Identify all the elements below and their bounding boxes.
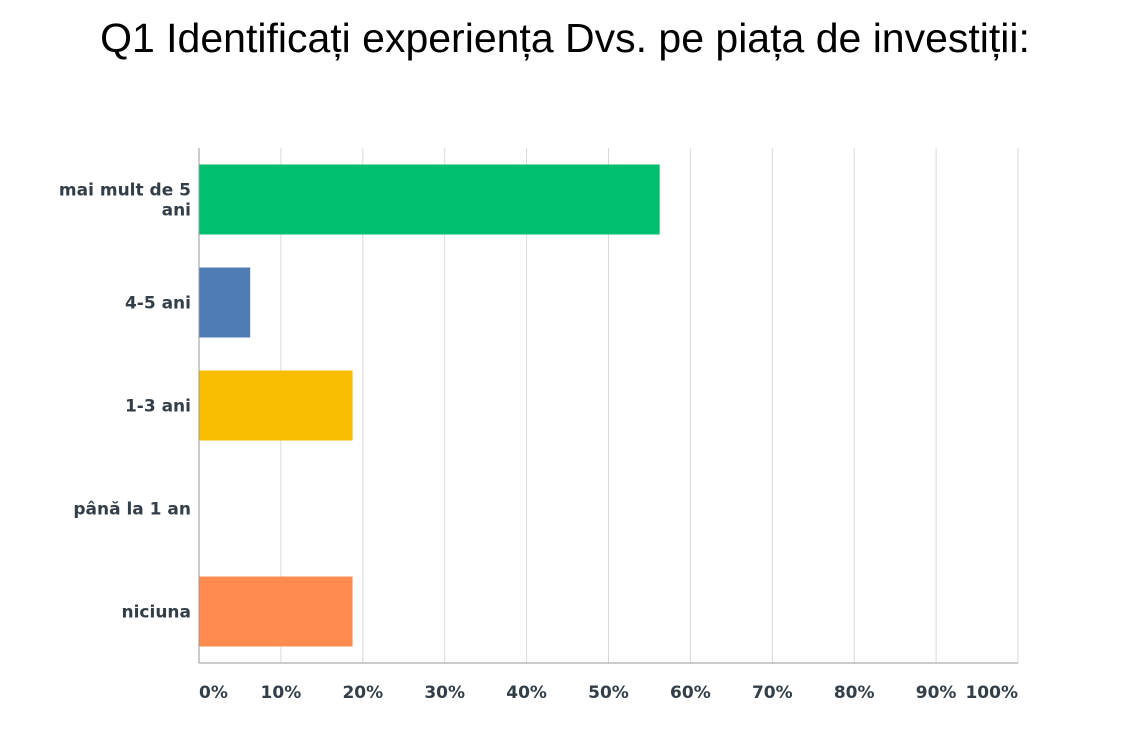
x-tick-label: 100% [965, 683, 1018, 703]
bar [199, 370, 353, 441]
x-tick-label: 10% [261, 683, 302, 703]
category-label: 4-5 ani [125, 294, 191, 314]
category-label-line: până la 1 an [73, 500, 191, 520]
x-tick-label: 80% [834, 683, 875, 703]
bar [199, 164, 660, 235]
category-label: niciuna [121, 603, 191, 623]
x-tick-label: 50% [588, 683, 629, 703]
category-label-line: 4-5 ani [125, 294, 191, 314]
bar [199, 267, 251, 338]
axes [198, 148, 1018, 664]
category-label-line: 1-3 ani [125, 397, 191, 417]
category-labels: mai mult de 5 ani 4-5 ani 1-3 ani până la 1 … [59, 181, 191, 623]
category-label: mai mult de 5 ani [59, 181, 191, 221]
x-tick-label: 60% [670, 683, 711, 703]
category-label-line: mai mult de 5 [59, 181, 191, 201]
category-label: până la 1 an [73, 500, 191, 520]
x-tick-label: 90% [916, 683, 957, 703]
x-tick-label: 70% [752, 683, 793, 703]
x-tick-label: 20% [342, 683, 383, 703]
chart-title: Q1 Identificați experiența Dvs. pe piața… [100, 15, 1030, 61]
x-tick-label: 40% [506, 683, 547, 703]
x-tick-label: 0% [199, 683, 228, 703]
bar [199, 576, 353, 647]
category-label-line: ani [162, 201, 191, 221]
category-label-line: niciuna [121, 603, 191, 623]
x-tick-label: 30% [424, 683, 465, 703]
category-label: 1-3 ani [125, 397, 191, 417]
tick-labels: 0% 10% 20% 30% 40% 50% 60% 70% 80% 90% 100% [199, 683, 1018, 703]
bars [199, 164, 660, 647]
